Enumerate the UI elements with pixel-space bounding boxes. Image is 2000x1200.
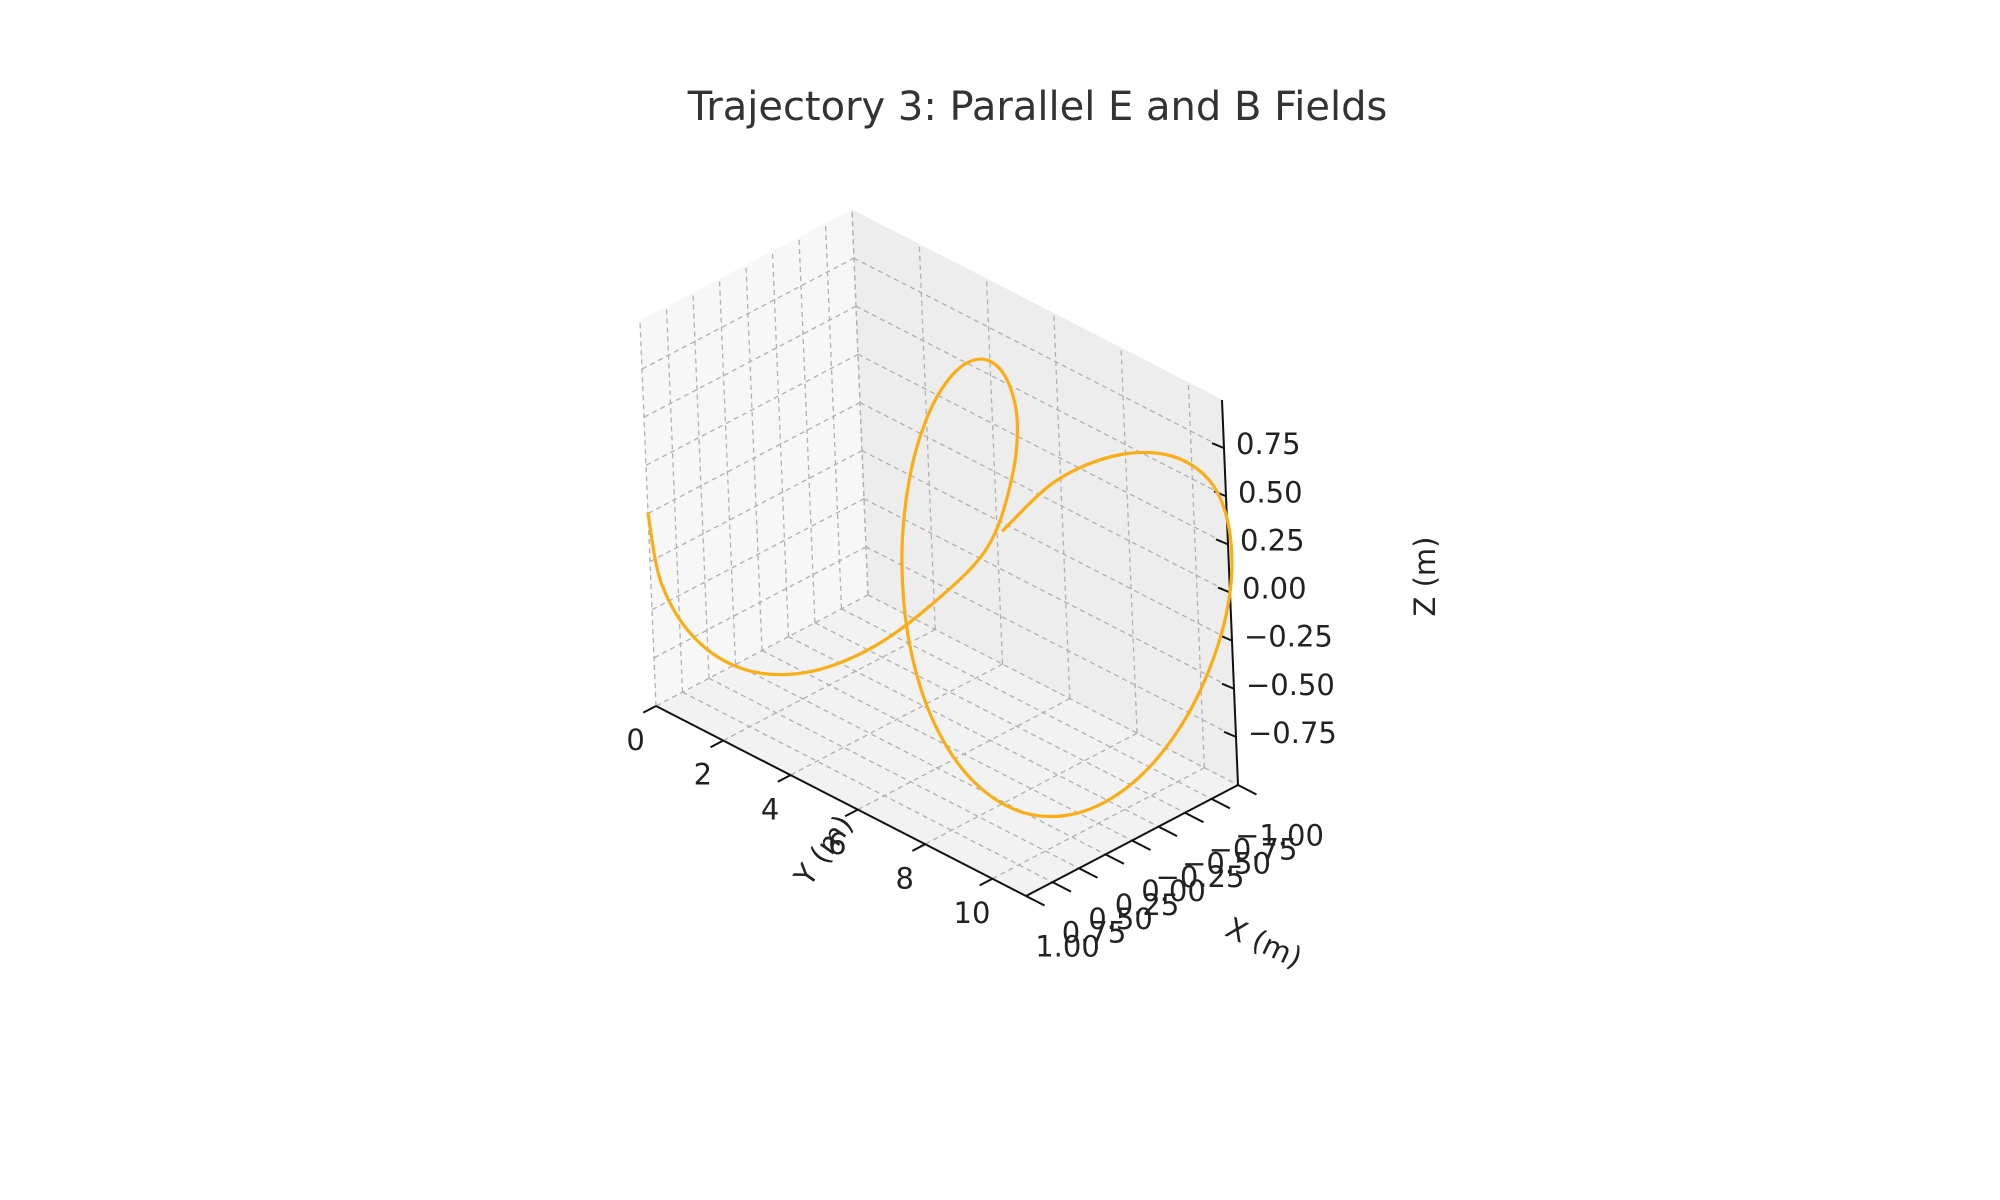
gridline-z-left <box>647 401 861 515</box>
trajectory-series-line-0 <box>646 357 1234 819</box>
z-tick-label: 0.50 <box>1238 475 1303 509</box>
gridline-z-back <box>865 546 1237 738</box>
x-tick-mark <box>1105 853 1125 865</box>
z-tick-label: −0.50 <box>1246 668 1335 702</box>
gridline-x-left <box>771 251 790 637</box>
gridline-y-floor <box>790 663 1003 776</box>
gridline-y-floor <box>992 767 1205 880</box>
y-tick-mark <box>844 808 859 818</box>
gridline-z-back <box>863 498 1235 690</box>
gridline-y-back <box>1120 348 1138 734</box>
x-tick-mark <box>1158 825 1178 838</box>
x-tick-mark <box>1052 881 1072 893</box>
gridline-z-left <box>649 450 863 563</box>
tick-labels: −1.00−0.75−0.50−0.250.000.250.500.751.00… <box>626 427 1337 963</box>
x-tick-mark <box>1131 839 1151 851</box>
gridlines <box>639 209 1239 897</box>
gridline-x-floor <box>735 663 1106 855</box>
gridline-x-floor <box>788 636 1159 828</box>
gridline-z-left <box>645 353 859 466</box>
z-tick-mark <box>1221 682 1235 690</box>
z-tick-label: −0.25 <box>1244 620 1333 654</box>
y-tick-label: 10 <box>954 896 991 930</box>
gridline-z-back <box>853 257 1225 449</box>
x-tick-label: 1.00 <box>1035 930 1100 964</box>
y-axis-line <box>655 705 1027 897</box>
z-tick-label: 0.75 <box>1236 427 1301 461</box>
x-tick-label: −0.25 <box>1156 860 1245 894</box>
axis-panes <box>639 209 1240 897</box>
y-tick-label: 0 <box>626 723 644 757</box>
gridline-x-left <box>692 293 710 679</box>
y-tick-mark <box>979 877 993 887</box>
gridline-y-floor <box>722 628 936 742</box>
gridline-z-back <box>857 353 1229 545</box>
y-tick-label: 4 <box>761 792 779 826</box>
x-tick-mark <box>1211 797 1231 810</box>
z-tick-mark <box>1217 586 1231 594</box>
x-tick-mark <box>1078 867 1098 879</box>
gridline-x-floor <box>682 691 1053 883</box>
x-tick-mark <box>1025 895 1045 907</box>
y-tick-mark <box>911 843 926 852</box>
y-tick-label: 8 <box>895 861 913 895</box>
gridline-x-floor <box>708 677 1080 869</box>
y-tick-mark <box>777 774 792 783</box>
y-tick-label: 2 <box>694 758 712 792</box>
z-tick-label: 0.25 <box>1240 523 1305 557</box>
gridline-z-left <box>651 498 865 611</box>
gridline-y-floor <box>924 732 1138 845</box>
x-tick-label: −1.00 <box>1235 819 1324 853</box>
gridline-z-left <box>641 257 855 370</box>
z-axis-label: Z (m) <box>1408 537 1442 617</box>
gridline-x-floor <box>814 622 1186 814</box>
x-tick-label: −0.75 <box>1209 832 1298 866</box>
z-tick-mark <box>1215 538 1229 546</box>
x-tick-label: 0.50 <box>1088 902 1153 936</box>
gridline-z-back <box>859 401 1231 594</box>
z-tick-mark <box>1223 730 1237 738</box>
gridline-y-floor <box>857 698 1071 811</box>
gridline-z-left <box>643 305 857 418</box>
gridline-z-back <box>861 450 1233 642</box>
gridline-y-back <box>985 279 1004 665</box>
y-axis-label: Y (m) <box>787 809 860 893</box>
x-axis-label: X (m) <box>1221 910 1308 975</box>
z-tick-label: 0.00 <box>1242 572 1307 606</box>
x-tick-label: 0.00 <box>1141 874 1206 908</box>
y-tick-mark <box>710 739 724 749</box>
x-tick-label: 0.75 <box>1062 916 1127 950</box>
z-tick-label: −0.75 <box>1248 716 1337 750</box>
gridline-x-floor <box>867 594 1239 786</box>
gridline-z-back <box>855 305 1227 497</box>
gridline-x-left <box>718 279 737 665</box>
gridline-x-left <box>798 237 816 623</box>
gridline-z-left <box>653 546 867 659</box>
z-tick-mark <box>1211 442 1225 450</box>
chart-title: Trajectory 3: Parallel E and B Fields <box>687 84 1388 130</box>
x-tick-mark <box>1184 811 1204 824</box>
y-tick-label: 6 <box>828 827 846 861</box>
gridline-y-floor <box>655 594 869 707</box>
x-tick-label: 0.25 <box>1115 888 1180 922</box>
series-group <box>646 357 1234 819</box>
x-tick-label: −0.50 <box>1182 846 1271 880</box>
y-tick-mark <box>642 705 657 714</box>
x-tick-mark <box>1237 784 1257 796</box>
